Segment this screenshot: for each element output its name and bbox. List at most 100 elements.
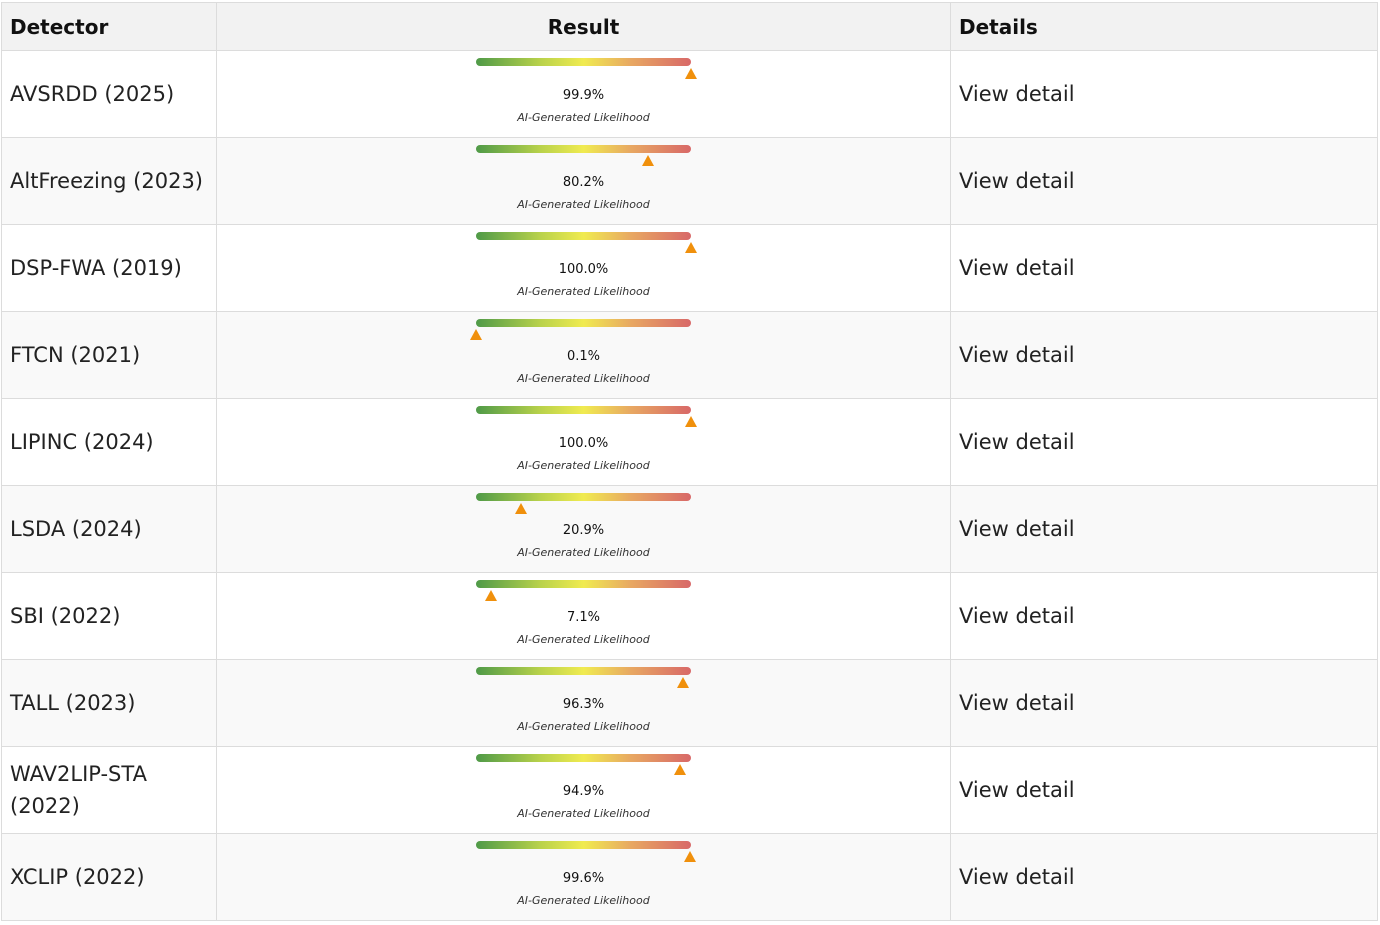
table-row: XCLIP (2022) 99.6% AI-Generated Likeliho… [1, 833, 1378, 921]
result-cell: 94.9% AI-Generated Likelihood [216, 746, 951, 834]
result-cell: 7.1% AI-Generated Likelihood [216, 572, 951, 660]
likelihood-gradient-bar [476, 145, 691, 153]
likelihood-meter: 99.9% AI-Generated Likelihood [476, 51, 697, 137]
likelihood-marker-icon [684, 68, 697, 79]
table-body: AVSRDD (2025) 99.9% AI-Generated Likelih… [1, 50, 1378, 921]
detector-name: TALL (2023) [1, 659, 217, 747]
table-row: AltFreezing (2023) 80.2% AI-Generated Li… [1, 137, 1378, 225]
view-detail-link[interactable]: View detail [959, 343, 1075, 367]
likelihood-percent: 100.0% [558, 262, 609, 277]
details-cell: View detail [950, 746, 1378, 834]
likelihood-gradient-bar [476, 667, 691, 675]
likelihood-marker-icon [674, 764, 687, 775]
likelihood-meter: 20.9% AI-Generated Likelihood [476, 486, 691, 572]
likelihood-meter: 94.9% AI-Generated Likelihood [476, 747, 691, 833]
table-header: Detector Result Details [1, 2, 1378, 51]
likelihood-gradient-bar [476, 841, 691, 849]
view-detail-link[interactable]: View detail [959, 865, 1075, 889]
likelihood-meter: 0.1% AI-Generated Likelihood [470, 312, 691, 398]
likelihood-marker-icon [642, 155, 655, 166]
likelihood-caption: AI-Generated Likelihood [517, 894, 650, 907]
likelihood-gradient-bar [476, 406, 691, 414]
header-result: Result [216, 2, 951, 51]
likelihood-caption: AI-Generated Likelihood [517, 111, 650, 124]
detector-name: LSDA (2024) [1, 485, 217, 573]
view-detail-link[interactable]: View detail [959, 82, 1075, 106]
likelihood-meter: 80.2% AI-Generated Likelihood [476, 138, 691, 224]
detector-name: LIPINC (2024) [1, 398, 217, 486]
likelihood-marker-icon [685, 416, 697, 427]
likelihood-marker-icon [677, 677, 690, 688]
likelihood-meter: 100.0% AI-Generated Likelihood [476, 225, 697, 311]
view-detail-link[interactable]: View detail [959, 169, 1075, 193]
view-detail-link[interactable]: View detail [959, 778, 1075, 802]
likelihood-meter: 99.6% AI-Generated Likelihood [476, 834, 697, 920]
likelihood-percent: 100.0% [558, 436, 609, 451]
detector-name: DSP-FWA (2019) [1, 224, 217, 312]
result-cell: 99.9% AI-Generated Likelihood [216, 50, 951, 138]
table-row: TALL (2023) 96.3% AI-Generated Likelihoo… [1, 659, 1378, 747]
likelihood-gradient-bar [476, 232, 691, 240]
table-row: DSP-FWA (2019) 100.0% AI-Generated Likel… [1, 224, 1378, 312]
likelihood-caption: AI-Generated Likelihood [517, 198, 650, 211]
likelihood-marker-icon [514, 503, 527, 514]
result-cell: 100.0% AI-Generated Likelihood [216, 398, 951, 486]
likelihood-caption: AI-Generated Likelihood [517, 720, 650, 733]
likelihood-percent: 0.1% [566, 349, 601, 364]
table-row: WAV2LIP-STA (2022) 94.9% AI-Generated Li… [1, 746, 1378, 834]
table-row: AVSRDD (2025) 99.9% AI-Generated Likelih… [1, 50, 1378, 138]
likelihood-caption: AI-Generated Likelihood [517, 285, 650, 298]
header-row: Detector Result Details [1, 2, 1378, 51]
likelihood-percent: 7.1% [566, 610, 601, 625]
details-cell: View detail [950, 659, 1378, 747]
view-detail-link[interactable]: View detail [959, 256, 1075, 280]
details-cell: View detail [950, 311, 1378, 399]
result-cell: 99.6% AI-Generated Likelihood [216, 833, 951, 921]
result-cell: 80.2% AI-Generated Likelihood [216, 137, 951, 225]
likelihood-gradient-bar [476, 754, 691, 762]
view-detail-link[interactable]: View detail [959, 430, 1075, 454]
details-cell: View detail [950, 398, 1378, 486]
likelihood-marker-icon [685, 242, 697, 253]
likelihood-caption: AI-Generated Likelihood [517, 633, 650, 646]
likelihood-percent: 99.9% [562, 88, 605, 103]
details-cell: View detail [950, 137, 1378, 225]
likelihood-meter: 100.0% AI-Generated Likelihood [476, 399, 697, 485]
result-cell: 100.0% AI-Generated Likelihood [216, 224, 951, 312]
details-cell: View detail [950, 833, 1378, 921]
likelihood-marker-icon [470, 329, 483, 340]
view-detail-link[interactable]: View detail [959, 604, 1075, 628]
result-cell: 0.1% AI-Generated Likelihood [216, 311, 951, 399]
result-cell: 96.3% AI-Generated Likelihood [216, 659, 951, 747]
detector-name: FTCN (2021) [1, 311, 217, 399]
likelihood-caption: AI-Generated Likelihood [517, 546, 650, 559]
likelihood-caption: AI-Generated Likelihood [517, 459, 650, 472]
table-row: SBI (2022) 7.1% AI-Generated Likelihood … [1, 572, 1378, 660]
likelihood-gradient-bar [476, 58, 691, 66]
details-cell: View detail [950, 50, 1378, 138]
view-detail-link[interactable]: View detail [959, 517, 1075, 541]
likelihood-meter: 96.3% AI-Generated Likelihood [476, 660, 691, 746]
table-row: LSDA (2024) 20.9% AI-Generated Likelihoo… [1, 485, 1378, 573]
details-cell: View detail [950, 485, 1378, 573]
detector-name: SBI (2022) [1, 572, 217, 660]
view-detail-link[interactable]: View detail [959, 691, 1075, 715]
detector-name: AVSRDD (2025) [1, 50, 217, 138]
detector-name: WAV2LIP-STA (2022) [1, 746, 217, 834]
header-detector: Detector [1, 2, 217, 51]
detector-name: AltFreezing (2023) [1, 137, 217, 225]
likelihood-gradient-bar [476, 319, 691, 327]
likelihood-percent: 80.2% [562, 175, 605, 190]
header-details: Details [950, 2, 1378, 51]
likelihood-percent: 94.9% [562, 784, 605, 799]
likelihood-percent: 96.3% [562, 697, 605, 712]
likelihood-percent: 99.6% [562, 871, 605, 886]
likelihood-caption: AI-Generated Likelihood [517, 372, 650, 385]
result-cell: 20.9% AI-Generated Likelihood [216, 485, 951, 573]
likelihood-marker-icon [485, 590, 498, 601]
likelihood-gradient-bar [476, 493, 691, 501]
details-cell: View detail [950, 572, 1378, 660]
table-row: FTCN (2021) 0.1% AI-Generated Likelihood… [1, 311, 1378, 399]
likelihood-gradient-bar [476, 580, 691, 588]
